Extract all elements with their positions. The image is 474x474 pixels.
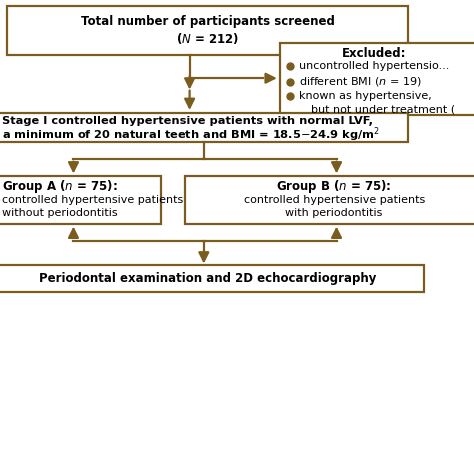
Text: ($N$ = 212): ($N$ = 212) [176,31,239,46]
Text: Group A ($n$ = 75):: Group A ($n$ = 75): [2,178,118,195]
Text: without periodontitis: without periodontitis [2,208,118,219]
Text: different BMI ($n$ = 19): different BMI ($n$ = 19) [299,75,421,88]
Text: Stage I controlled hypertensive patients with normal LVF,: Stage I controlled hypertensive patients… [2,116,374,127]
Text: known as hypertensive,: known as hypertensive, [299,91,431,101]
FancyBboxPatch shape [280,43,474,115]
Text: Group B ($n$ = 75):: Group B ($n$ = 75): [276,178,392,195]
Text: uncontrolled hypertensio...: uncontrolled hypertensio... [299,61,449,72]
Text: but not under treatment (: but not under treatment ( [311,105,456,115]
FancyBboxPatch shape [0,265,424,292]
Text: controlled hypertensive patients: controlled hypertensive patients [2,195,183,205]
Text: Periodontal examination and 2D echocardiography: Periodontal examination and 2D echocardi… [39,272,376,285]
Text: with periodontitis: with periodontitis [285,208,383,219]
Text: a minimum of 20 natural teeth and BMI = 18.5$-$24.9 kg/m$^2$: a minimum of 20 natural teeth and BMI = … [2,125,380,144]
FancyBboxPatch shape [0,113,408,142]
FancyBboxPatch shape [7,6,408,55]
FancyBboxPatch shape [0,176,161,224]
Text: controlled hypertensive patients: controlled hypertensive patients [244,195,425,205]
Text: Total number of participants screened: Total number of participants screened [81,15,335,28]
Text: Excluded:: Excluded: [342,46,407,60]
FancyBboxPatch shape [185,176,474,224]
